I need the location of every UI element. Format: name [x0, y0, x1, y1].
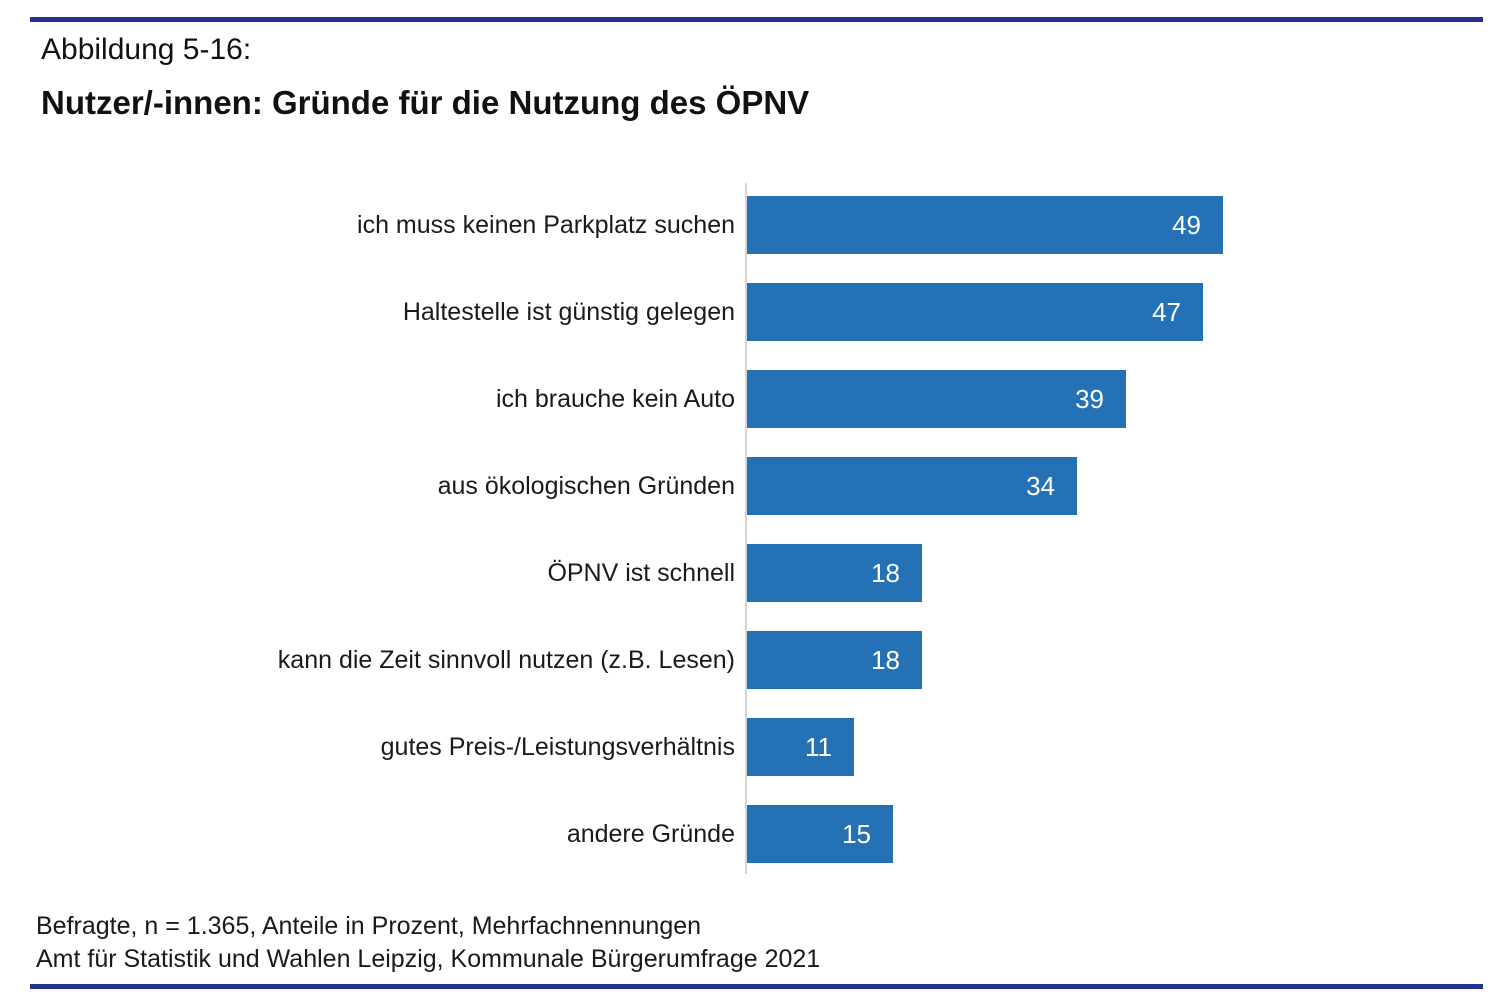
bar: 47	[747, 283, 1203, 341]
chart-axis-line	[745, 183, 747, 874]
bar: 39	[747, 370, 1126, 428]
footnote-line-2: Amt für Statistik und Wahlen Leipzig, Ko…	[36, 945, 821, 973]
value-label: 11	[805, 731, 832, 762]
top-rule	[30, 17, 1483, 22]
value-label: 18	[871, 644, 900, 675]
category-label: aus ökologischen Gründen	[437, 471, 735, 500]
category-label: Haltestelle ist günstig gelegen	[402, 297, 735, 326]
footnote-line-1: Befragte, n = 1.365, Anteile in Prozent,…	[36, 912, 702, 940]
bar: 49	[747, 196, 1223, 254]
category-label: andere Gründe	[566, 819, 735, 848]
bar: 34	[747, 457, 1077, 515]
bar-row: Haltestelle ist günstig gelegen 47	[0, 283, 1500, 341]
bar-chart: ich muss keinen Parkplatz suchen 49 Haltes…	[0, 183, 1500, 863]
bar: 15	[747, 805, 893, 863]
category-label: gutes Preis-/Leistungsverhältnis	[380, 732, 735, 761]
value-label: 49	[1172, 209, 1201, 240]
bottom-rule	[30, 984, 1483, 989]
category-label: ich brauche kein Auto	[495, 384, 735, 413]
bar-row: kann die Zeit sinnvoll nutzen (z.B. Lese…	[0, 631, 1500, 689]
value-label: 34	[1026, 470, 1055, 501]
category-label: ÖPNV ist schnell	[547, 558, 735, 587]
chart-title: Nutzer/-innen: Gründe für die Nutzung de…	[41, 84, 810, 121]
bar: 18	[747, 631, 922, 689]
category-label: ich muss keinen Parkplatz suchen	[357, 210, 735, 239]
bar-row: gutes Preis-/Leistungsverhältnis 11	[0, 718, 1500, 776]
bar: 11	[747, 718, 854, 776]
value-label: 47	[1152, 296, 1181, 327]
bar-row: ich muss keinen Parkplatz suchen 49	[0, 196, 1500, 254]
figure-label: Abbildung 5-16:	[41, 33, 252, 66]
bar-row: andere Gründe 15	[0, 805, 1500, 863]
category-label: kann die Zeit sinnvoll nutzen (z.B. Lese…	[277, 645, 735, 674]
value-label: 18	[871, 557, 900, 588]
bar-row: aus ökologischen Gründen 34	[0, 457, 1500, 515]
chart-footnote: Befragte, n = 1.365, Anteile in Prozent,…	[36, 910, 820, 976]
value-label: 39	[1075, 383, 1104, 414]
bar: 18	[747, 544, 922, 602]
bar-row: ich brauche kein Auto 39	[0, 370, 1500, 428]
value-label: 15	[842, 818, 871, 849]
bar-row: ÖPNV ist schnell 18	[0, 544, 1500, 602]
